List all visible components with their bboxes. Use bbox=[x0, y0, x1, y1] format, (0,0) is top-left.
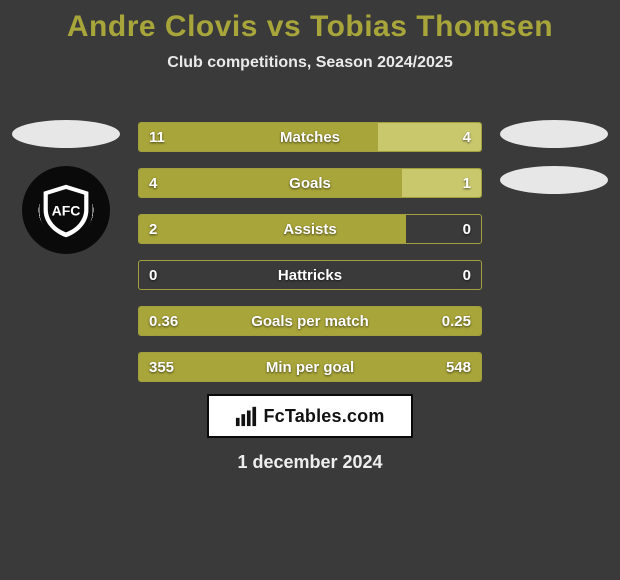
stat-value-right: 0 bbox=[463, 261, 471, 289]
stat-value-right: 0 bbox=[463, 215, 471, 243]
subtitle: Club competitions, Season 2024/2025 bbox=[0, 54, 620, 72]
stat-value-left: 0 bbox=[149, 261, 157, 289]
left-player-logos: AFC bbox=[6, 120, 126, 254]
stat-bar-right bbox=[402, 169, 481, 197]
team-logo-placeholder bbox=[500, 120, 608, 148]
stat-bar-right bbox=[378, 123, 481, 151]
attribution-text: FcTables.com bbox=[263, 406, 384, 427]
right-player-logos bbox=[494, 120, 614, 212]
stat-row: 20Assists bbox=[138, 214, 482, 244]
stat-row: 114Matches bbox=[138, 122, 482, 152]
date-text: 1 december 2024 bbox=[0, 452, 620, 473]
comparison-bars: 114Matches41Goals20Assists00Hattricks0.3… bbox=[138, 122, 482, 398]
stat-bar-left bbox=[139, 123, 378, 151]
attribution-box: FcTables.com bbox=[207, 394, 413, 438]
team-logo-placeholder bbox=[12, 120, 120, 148]
team-logo-placeholder bbox=[500, 166, 608, 194]
shield-icon: AFC bbox=[31, 175, 101, 245]
stat-row: 355548Min per goal bbox=[138, 352, 482, 382]
stat-row: 0.360.25Goals per match bbox=[138, 306, 482, 336]
stat-label: Hattricks bbox=[139, 261, 481, 289]
svg-text:AFC: AFC bbox=[52, 203, 81, 219]
stat-bar-left bbox=[139, 169, 402, 197]
fctables-logo-icon bbox=[235, 405, 257, 427]
page-title: Andre Clovis vs Tobias Thomsen bbox=[0, 10, 620, 44]
club-badge-icon: AFC bbox=[22, 166, 110, 254]
stat-bar-left bbox=[139, 215, 406, 243]
stat-bar-left bbox=[139, 353, 481, 381]
stat-row: 0 0Hattricks bbox=[138, 260, 482, 290]
stat-bar-left bbox=[139, 307, 481, 335]
stat-row: 41Goals bbox=[138, 168, 482, 198]
